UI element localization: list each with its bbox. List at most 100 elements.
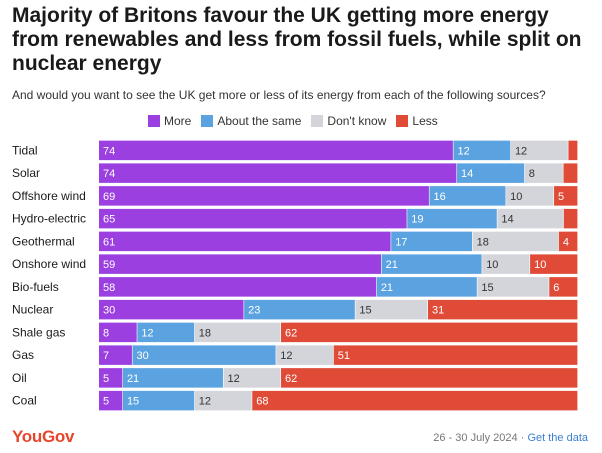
legend: More About the same Don't know Less xyxy=(148,113,438,129)
bar-onshore-wind-dontknow xyxy=(482,254,530,274)
value-label-shale-gas-same: 12 xyxy=(141,327,153,339)
bar-nuclear-same xyxy=(244,299,355,320)
bar-oil-less xyxy=(281,368,578,388)
bar-tidal-dontknow xyxy=(510,140,568,161)
value-label-offshore-wind-less: 5 xyxy=(558,191,564,203)
legend-label-dontknow: Don't know xyxy=(327,114,387,128)
bar-onshore-wind-less xyxy=(530,254,578,274)
value-label-oil-more: 5 xyxy=(103,373,109,385)
category-label-hydro-electric: Hydro-electric xyxy=(12,212,86,226)
value-label-coal-same: 15 xyxy=(127,396,139,408)
bar-onshore-wind-more xyxy=(99,254,382,274)
bar-oil-dontknow xyxy=(223,368,281,388)
value-label-nuclear-same: 23 xyxy=(248,305,260,317)
bar-offshore-wind-same xyxy=(429,186,506,206)
legend-item-same: About the same xyxy=(201,114,301,128)
value-label-geothermal-more: 61 xyxy=(103,236,115,248)
legend-label-more: More xyxy=(164,114,192,128)
category-label-gas: Gas xyxy=(12,348,34,362)
value-label-nuclear-less: 31 xyxy=(432,305,444,317)
legend-swatch-less xyxy=(396,115,409,127)
category-label-oil: Oil xyxy=(12,371,27,385)
value-label-onshore-wind-more: 59 xyxy=(103,259,115,271)
bar-bio-fuels-dontknow xyxy=(477,277,549,297)
legend-label-less: Less xyxy=(412,114,438,128)
bar-solar-same xyxy=(457,163,525,183)
get-the-data-link[interactable]: Get the data xyxy=(527,432,588,444)
bar-shale-gas-dontknow xyxy=(194,322,281,343)
bar-tidal-less xyxy=(568,140,578,161)
bar-bio-fuels-more xyxy=(99,277,377,297)
legend-item-more: More xyxy=(148,114,191,128)
value-label-bio-fuels-more: 58 xyxy=(103,282,115,294)
bar-nuclear-dontknow xyxy=(355,299,428,320)
value-label-hydro-electric-same: 19 xyxy=(411,214,423,226)
footer-separator: · xyxy=(520,432,525,444)
legend-label-same: About the same xyxy=(217,114,302,128)
value-label-gas-less: 51 xyxy=(338,350,350,362)
bar-geothermal-same xyxy=(391,231,473,252)
bar-bio-fuels-less xyxy=(549,277,578,297)
value-label-geothermal-same: 17 xyxy=(395,236,407,248)
value-label-onshore-wind-same: 21 xyxy=(386,259,398,271)
value-label-nuclear-more: 30 xyxy=(103,305,115,317)
category-label-tidal: Tidal xyxy=(12,143,38,157)
value-label-solar-same: 14 xyxy=(461,168,473,180)
bar-nuclear-less xyxy=(428,299,578,320)
bar-solar-dontknow xyxy=(524,163,563,183)
bar-nuclear-more xyxy=(99,299,244,320)
value-label-tidal-more: 74 xyxy=(103,145,115,157)
bar-bio-fuels-same xyxy=(376,277,477,297)
value-label-offshore-wind-same: 16 xyxy=(434,191,446,203)
value-label-gas-dontknow: 12 xyxy=(280,350,292,362)
bar-solar-more xyxy=(99,163,457,183)
bar-shale-gas-same xyxy=(137,322,195,343)
survey-date: 26 - 30 July 2024 xyxy=(433,432,518,444)
bar-gas-less xyxy=(333,345,578,365)
chart-title: Majority of Britons favour the UK gettin… xyxy=(12,4,582,75)
value-label-tidal-dontknow: 12 xyxy=(515,145,527,157)
value-label-gas-same: 30 xyxy=(137,350,149,362)
value-label-onshore-wind-less: 10 xyxy=(534,259,546,271)
bar-coal-same xyxy=(122,390,195,411)
legend-swatch-same xyxy=(201,115,214,127)
bar-geothermal-dontknow xyxy=(472,231,559,252)
value-label-coal-more: 5 xyxy=(103,396,109,408)
value-label-bio-fuels-dontknow: 15 xyxy=(481,282,493,294)
legend-swatch-more xyxy=(148,115,160,127)
category-label-shale-gas: Shale gas xyxy=(12,325,65,339)
value-label-bio-fuels-same: 21 xyxy=(381,282,393,294)
category-label-coal: Coal xyxy=(12,394,37,408)
footer-meta: 26 - 30 July 2024 · Get the data xyxy=(433,432,588,444)
bar-coal-more xyxy=(99,390,123,411)
value-label-hydro-electric-more: 65 xyxy=(103,214,115,226)
bar-oil-more xyxy=(99,368,123,388)
bar-hydro-electric-same xyxy=(407,208,497,229)
value-label-shale-gas-dontknow: 18 xyxy=(199,327,211,339)
bar-gas-more xyxy=(99,345,132,365)
bar-coal-dontknow xyxy=(194,390,252,411)
value-label-oil-less: 62 xyxy=(285,373,297,385)
bar-shale-gas-less xyxy=(281,322,578,343)
value-label-shale-gas-more: 8 xyxy=(103,327,109,339)
chart-subtitle: And would you want to see the UK get mor… xyxy=(12,88,546,102)
bar-tidal-same xyxy=(453,140,511,161)
bar-coal-less xyxy=(252,390,578,411)
bar-hydro-electric-dontknow xyxy=(497,208,564,229)
bar-shale-gas-more xyxy=(99,322,137,343)
yougov-logo: YouGov xyxy=(12,427,75,446)
value-label-oil-dontknow: 12 xyxy=(228,373,240,385)
value-label-onshore-wind-dontknow: 10 xyxy=(486,259,498,271)
value-label-solar-dontknow: 8 xyxy=(529,168,535,180)
category-label-nuclear: Nuclear xyxy=(12,303,53,317)
bar-offshore-wind-less xyxy=(554,186,578,206)
legend-swatch-dontknow xyxy=(311,115,324,127)
value-label-nuclear-dontknow: 15 xyxy=(359,305,371,317)
value-label-gas-more: 7 xyxy=(103,350,109,362)
category-label-bio-fuels: Bio-fuels xyxy=(12,280,59,294)
value-label-offshore-wind-more: 69 xyxy=(103,191,115,203)
value-label-geothermal-less: 4 xyxy=(563,236,569,248)
legend-item-dontknow: Don't know xyxy=(311,114,386,128)
value-label-bio-fuels-less: 6 xyxy=(553,282,559,294)
